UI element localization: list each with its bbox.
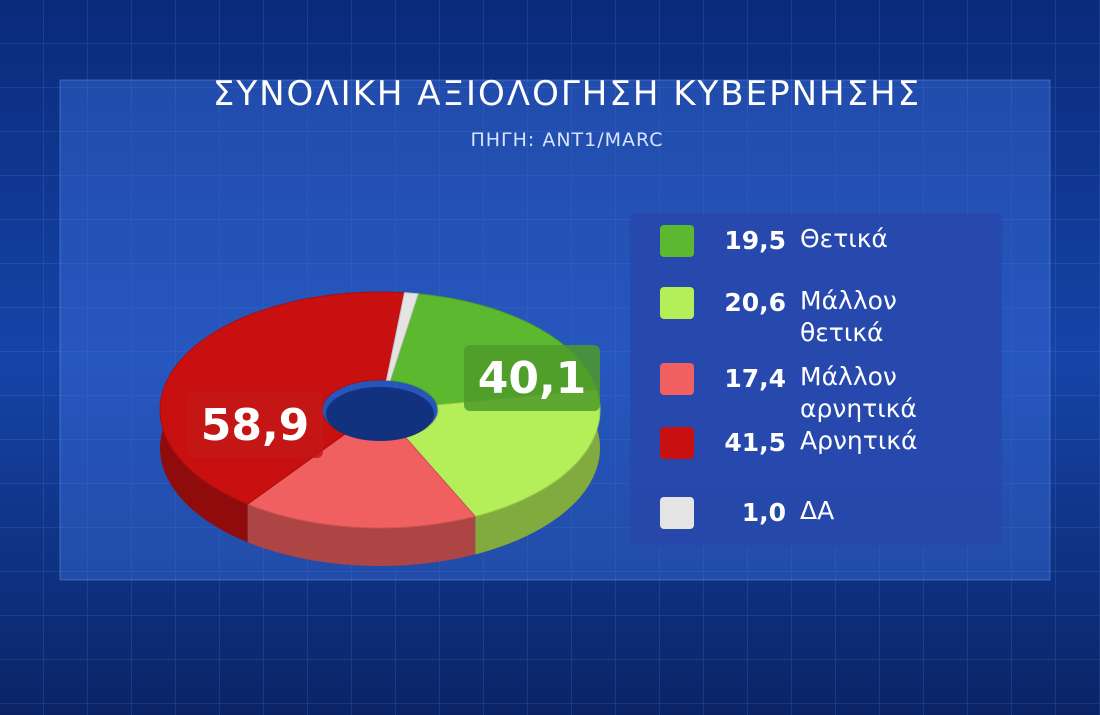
legend-value: 20,6 xyxy=(724,288,786,317)
annotation-box xyxy=(187,392,323,458)
legend-value: 19,5 xyxy=(724,226,786,255)
legend-swatch xyxy=(660,363,694,395)
legend-item: 1,0 ΔΑ xyxy=(660,495,950,531)
legend-label: Αρνητικά xyxy=(800,426,918,455)
legend-swatch xyxy=(660,225,694,257)
legend-label: Θετικά xyxy=(800,224,888,253)
legend-swatch xyxy=(660,287,694,319)
annotation-label: 58,9 xyxy=(201,400,310,451)
annotation-label: 40,1 xyxy=(478,353,587,404)
legend-swatch xyxy=(660,497,694,529)
annotation-box xyxy=(464,345,600,411)
legend-value: 17,4 xyxy=(724,364,786,393)
donut: 40,1 58,9 xyxy=(159,291,601,566)
donut-hole xyxy=(326,387,434,441)
legend-item: 17,4 Μάλλον αρνητικά xyxy=(660,361,950,425)
legend-item: 41,5 Αρνητικά xyxy=(660,425,950,461)
legend: 19,5 Θετικά 20,6 Μάλλον θετικά 17,4 Μάλλον αρ… xyxy=(630,213,1002,545)
legend-swatch xyxy=(660,427,694,459)
chart-title: ΣΥΝΟΛΙΚΗ ΑΞΙΟΛΟΓΗΣΗ ΚΥΒΕΡΝΗΣΗΣ xyxy=(213,74,921,114)
chart-subtitle: ΠΗΓΗ: ΑΝΤ1/MARC xyxy=(470,129,663,151)
legend-label: ΔΑ xyxy=(800,496,835,525)
slice-side xyxy=(247,504,476,566)
slice xyxy=(385,292,419,382)
legend-item: 20,6 Μάλλον θετικά xyxy=(660,285,950,349)
slice-side xyxy=(475,389,600,555)
legend-label: Μάλλον θετικά xyxy=(800,286,897,347)
legend-label: Μάλλον αρνητικά xyxy=(800,362,917,423)
legend-item: 19,5 Θετικά xyxy=(660,223,950,259)
legend-value: 41,5 xyxy=(724,428,786,457)
legend-value: 1,0 xyxy=(741,498,786,527)
